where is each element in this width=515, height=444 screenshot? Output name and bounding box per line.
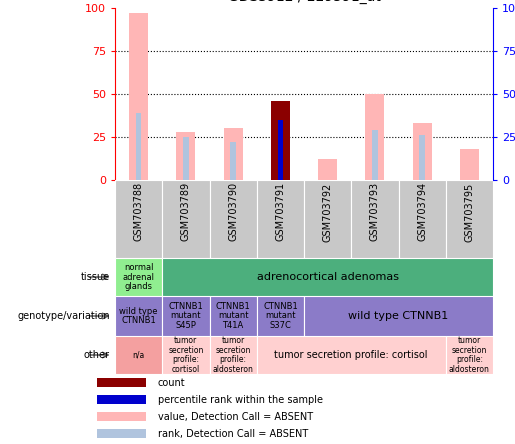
Text: tumor secretion profile: cortisol: tumor secretion profile: cortisol: [274, 350, 428, 360]
Bar: [97, 378, 146, 387]
Text: normal
adrenal
glands: normal adrenal glands: [123, 263, 154, 291]
Bar: [129, 13, 148, 180]
Bar: [136, 113, 142, 180]
Bar: [419, 135, 425, 180]
Bar: [97, 412, 146, 421]
Bar: [183, 137, 188, 180]
Bar: [115, 180, 162, 258]
Title: GDS3912 / 229591_at: GDS3912 / 229591_at: [228, 0, 381, 4]
Bar: [162, 180, 210, 258]
Text: other: other: [84, 350, 110, 360]
Bar: [115, 336, 162, 374]
Text: CTNNB1
mutant
S45P: CTNNB1 mutant S45P: [168, 302, 203, 330]
Bar: [162, 296, 210, 336]
Text: tumor
secretion
profile:
cortisol: tumor secretion profile: cortisol: [168, 336, 203, 374]
Bar: [210, 336, 257, 374]
Bar: [210, 296, 257, 336]
Text: genotype/variation: genotype/variation: [17, 311, 110, 321]
Text: GSM703788: GSM703788: [133, 182, 144, 242]
Text: CTNNB1
mutant
T41A: CTNNB1 mutant T41A: [216, 302, 250, 330]
Bar: [177, 132, 195, 180]
Bar: [446, 336, 493, 374]
Text: tissue: tissue: [81, 272, 110, 282]
Bar: [210, 180, 257, 258]
Bar: [162, 258, 493, 296]
Text: wild type
CTNNB1: wild type CTNNB1: [119, 307, 158, 325]
Text: GSM703792: GSM703792: [322, 182, 333, 242]
Bar: [278, 120, 283, 180]
Bar: [366, 94, 384, 180]
Text: value, Detection Call = ABSENT: value, Detection Call = ABSENT: [158, 412, 313, 421]
Text: GSM703789: GSM703789: [181, 182, 191, 242]
Text: tumor
secretion
profile:
aldosteron: tumor secretion profile: aldosteron: [213, 336, 253, 374]
Bar: [460, 149, 479, 180]
Text: GSM703790: GSM703790: [228, 182, 238, 242]
Bar: [304, 296, 493, 336]
Text: GSM703793: GSM703793: [370, 182, 380, 242]
Text: GSM703794: GSM703794: [417, 182, 427, 242]
Bar: [115, 258, 162, 296]
Text: GSM703795: GSM703795: [465, 182, 474, 242]
Text: tumor
secretion
profile:
aldosteron: tumor secretion profile: aldosteron: [449, 336, 490, 374]
Text: wild type CTNNB1: wild type CTNNB1: [348, 311, 449, 321]
Text: n/a: n/a: [132, 350, 145, 360]
Bar: [257, 180, 304, 258]
Bar: [162, 336, 210, 374]
Text: count: count: [158, 377, 185, 388]
Text: GSM703791: GSM703791: [276, 182, 285, 242]
Bar: [351, 180, 399, 258]
Bar: [271, 101, 290, 180]
Bar: [230, 142, 236, 180]
Bar: [97, 429, 146, 438]
Bar: [115, 296, 162, 336]
Text: percentile rank within the sample: percentile rank within the sample: [158, 395, 323, 404]
Bar: [318, 159, 337, 180]
Bar: [413, 123, 432, 180]
Bar: [224, 128, 243, 180]
Text: adrenocortical adenomas: adrenocortical adenomas: [256, 272, 399, 282]
Bar: [446, 180, 493, 258]
Bar: [257, 336, 446, 374]
Text: rank, Detection Call = ABSENT: rank, Detection Call = ABSENT: [158, 428, 308, 439]
Bar: [304, 180, 351, 258]
Bar: [97, 395, 146, 404]
Bar: [399, 180, 446, 258]
Bar: [372, 130, 377, 180]
Text: CTNNB1
mutant
S37C: CTNNB1 mutant S37C: [263, 302, 298, 330]
Bar: [257, 296, 304, 336]
